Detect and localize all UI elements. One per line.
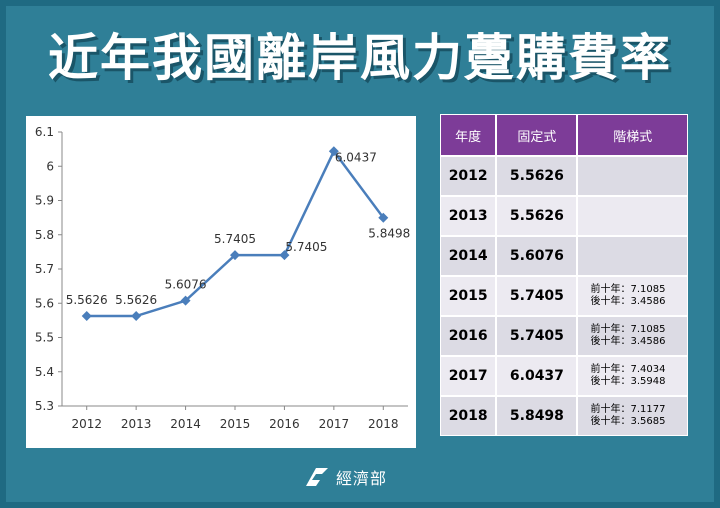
data-point: [131, 311, 142, 322]
x-tick-label: 2015: [220, 417, 251, 431]
cell-tiered: 前十年：7.4034 後十年：3.5948: [577, 356, 688, 396]
cell-year: 2017: [440, 356, 497, 396]
cell-tiered: 前十年：7.1085 後十年：3.4586: [577, 316, 688, 356]
tier-first: 前十年：7.1085: [590, 324, 666, 335]
tier-second: 後十年：3.4586: [590, 336, 666, 347]
data-label: 5.5626: [115, 293, 157, 307]
line-chart: 5.3 5.4 5.5 5.6 5.7 5.8 5.9 6 6.1 2012 2013 2014 201…: [35, 125, 410, 431]
x-tick-label: 2017: [319, 417, 350, 431]
y-tick-label: 5.4: [35, 365, 54, 379]
y-tick-label: 6: [46, 159, 54, 173]
cell-year: 2014: [440, 236, 497, 276]
cell-tiered: 前十年：7.1085 後十年：3.4586: [577, 276, 688, 316]
data-point: [378, 212, 389, 223]
y-tick-label: 5.7: [35, 262, 54, 276]
data-label: 5.7405: [214, 232, 256, 246]
page-title: 近年我國離岸風力躉購費率: [48, 29, 672, 87]
cell-year: 2012: [440, 156, 497, 196]
data-point: [328, 146, 339, 157]
data-point: [230, 250, 240, 261]
table-row: 2013 5.5626: [440, 196, 688, 236]
x-tick-label: 2012: [71, 417, 102, 431]
header-year: 年度: [440, 114, 497, 156]
data-label: 5.5626: [66, 293, 108, 307]
cell-fixed: 5.7405: [496, 276, 578, 316]
rates-table: 年度 固定式 階梯式 2012 5.5626 2013 5.5626 2014 …: [440, 114, 688, 436]
cell-year: 2015: [440, 276, 497, 316]
table-row: 2016 5.7405 前十年：7.1085 後十年：3.4586: [440, 316, 688, 356]
y-tick-label: 5.3: [35, 399, 54, 413]
cell-tiered: [577, 156, 688, 196]
cell-fixed: 5.8498: [496, 396, 578, 436]
tier-first: 前十年：7.4034: [590, 364, 666, 375]
data-point: [81, 311, 92, 322]
tier-second: 後十年：3.4586: [590, 296, 666, 307]
y-tick-label: 5.8: [35, 228, 54, 242]
x-tick-label: 2016: [269, 417, 300, 431]
line-chart-panel: 5.3 5.4 5.5 5.6 5.7 5.8 5.9 6 6.1 2012 2013 2014 201…: [26, 116, 416, 448]
footer-logo: 經濟部: [304, 466, 387, 488]
table-header-row: 年度 固定式 階梯式: [440, 114, 688, 156]
table-row: 2015 5.7405 前十年：7.1085 後十年：3.4586: [440, 276, 688, 316]
cell-tiered: 前十年：7.1177 後十年：3.5685: [577, 396, 688, 436]
data-label: 6.0437: [335, 150, 377, 164]
cell-tiered: [577, 196, 688, 236]
data-point: [279, 250, 290, 261]
org-name: 經濟部: [336, 469, 388, 488]
tier-first: 前十年：7.1177: [590, 404, 666, 415]
data-label: 5.7405: [285, 240, 327, 254]
cell-fixed: 5.6076: [496, 236, 578, 276]
moea-logo-icon: [306, 468, 328, 486]
cell-fixed: 5.5626: [496, 156, 578, 196]
header-fixed: 固定式: [496, 114, 578, 156]
cell-tiered: [577, 236, 688, 276]
cell-year: 2018: [440, 396, 497, 436]
y-tick-label: 5.5: [35, 331, 54, 345]
y-tick-label: 5.6: [35, 296, 54, 310]
x-tick-label: 2014: [170, 417, 201, 431]
table-row: 2018 5.8498 前十年：7.1177 後十年：3.5685: [440, 396, 688, 436]
cell-fixed: 5.5626: [496, 196, 578, 236]
table-row: 2012 5.5626: [440, 156, 688, 196]
x-tick-label: 2018: [368, 417, 399, 431]
table-row: 2014 5.6076: [440, 236, 688, 276]
cell-fixed: 5.7405: [496, 316, 578, 356]
x-tick-label: 2013: [121, 417, 152, 431]
y-tick-label: 6.1: [35, 125, 54, 139]
data-label: 5.6076: [165, 278, 207, 292]
tier-second: 後十年：3.5948: [590, 376, 666, 387]
cell-year: 2016: [440, 316, 497, 356]
tier-second: 後十年：3.5685: [590, 416, 666, 427]
header-tiered: 階梯式: [577, 114, 688, 156]
y-tick-label: 5.9: [35, 194, 54, 208]
cell-year: 2013: [440, 196, 497, 236]
cell-fixed: 6.0437: [496, 356, 578, 396]
data-label: 5.8498: [368, 227, 410, 241]
table-row: 2017 6.0437 前十年：7.4034 後十年：3.5948: [440, 356, 688, 396]
data-point: [180, 295, 191, 306]
tier-first: 前十年：7.1085: [590, 284, 666, 295]
